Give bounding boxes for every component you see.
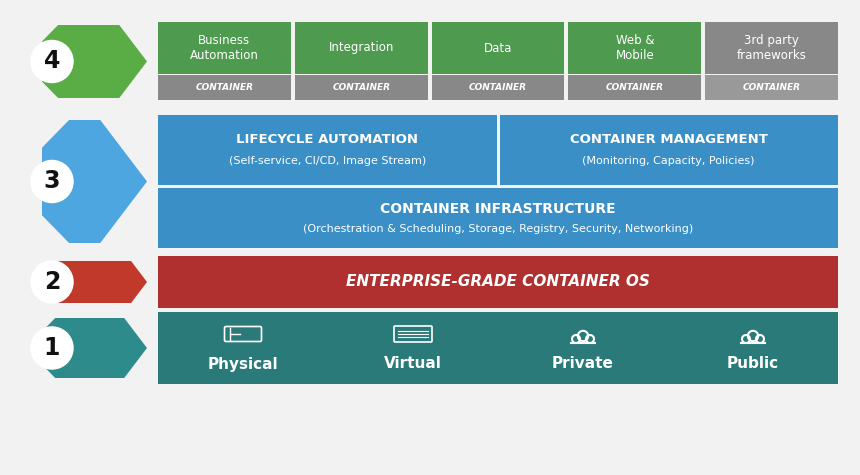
FancyBboxPatch shape: [158, 75, 291, 100]
FancyBboxPatch shape: [568, 22, 701, 74]
Text: Virtual: Virtual: [384, 357, 442, 371]
FancyBboxPatch shape: [432, 75, 564, 100]
Text: CONTAINER: CONTAINER: [332, 83, 390, 92]
Text: CONTAINER: CONTAINER: [605, 83, 664, 92]
Text: Web &
Mobile: Web & Mobile: [616, 34, 654, 62]
Text: CONTAINER MANAGEMENT: CONTAINER MANAGEMENT: [570, 133, 768, 146]
Polygon shape: [42, 25, 147, 98]
Text: Public: Public: [727, 357, 779, 371]
Text: ENTERPRISE-GRADE CONTAINER OS: ENTERPRISE-GRADE CONTAINER OS: [346, 275, 650, 289]
FancyBboxPatch shape: [568, 75, 701, 100]
FancyBboxPatch shape: [500, 115, 838, 185]
FancyBboxPatch shape: [158, 312, 838, 384]
Text: (Monitoring, Capacity, Policies): (Monitoring, Capacity, Policies): [582, 155, 755, 165]
Text: CONTAINER INFRASTRUCTURE: CONTAINER INFRASTRUCTURE: [380, 202, 616, 216]
Polygon shape: [42, 120, 147, 243]
Text: LIFECYCLE AUTOMATION: LIFECYCLE AUTOMATION: [237, 133, 418, 146]
Text: Physical: Physical: [207, 357, 279, 371]
Text: CONTAINER: CONTAINER: [742, 83, 801, 92]
Polygon shape: [42, 261, 147, 303]
Text: CONTAINER: CONTAINER: [469, 83, 527, 92]
Circle shape: [32, 262, 72, 302]
Text: 1: 1: [44, 336, 60, 360]
Text: (Self-service, CI/CD, Image Stream): (Self-service, CI/CD, Image Stream): [229, 155, 426, 165]
Text: 3: 3: [44, 170, 60, 193]
FancyBboxPatch shape: [158, 256, 838, 308]
FancyBboxPatch shape: [295, 22, 427, 74]
Text: 3rd party
frameworks: 3rd party frameworks: [737, 34, 807, 62]
Text: Business
Automation: Business Automation: [190, 34, 259, 62]
Text: Private: Private: [552, 357, 614, 371]
FancyBboxPatch shape: [158, 22, 291, 74]
Circle shape: [32, 328, 72, 368]
FancyBboxPatch shape: [432, 22, 564, 74]
Text: 2: 2: [44, 270, 60, 294]
Circle shape: [32, 162, 72, 201]
FancyBboxPatch shape: [295, 75, 427, 100]
Text: CONTAINER: CONTAINER: [195, 83, 254, 92]
FancyBboxPatch shape: [158, 115, 496, 185]
Text: Integration: Integration: [329, 41, 394, 55]
Text: Data: Data: [484, 41, 513, 55]
Circle shape: [32, 41, 72, 82]
Polygon shape: [42, 318, 147, 378]
FancyBboxPatch shape: [158, 188, 838, 248]
FancyBboxPatch shape: [705, 75, 838, 100]
Text: (Orchestration & Scheduling, Storage, Registry, Security, Networking): (Orchestration & Scheduling, Storage, Re…: [303, 224, 693, 234]
FancyBboxPatch shape: [705, 22, 838, 74]
Text: 4: 4: [44, 49, 60, 74]
